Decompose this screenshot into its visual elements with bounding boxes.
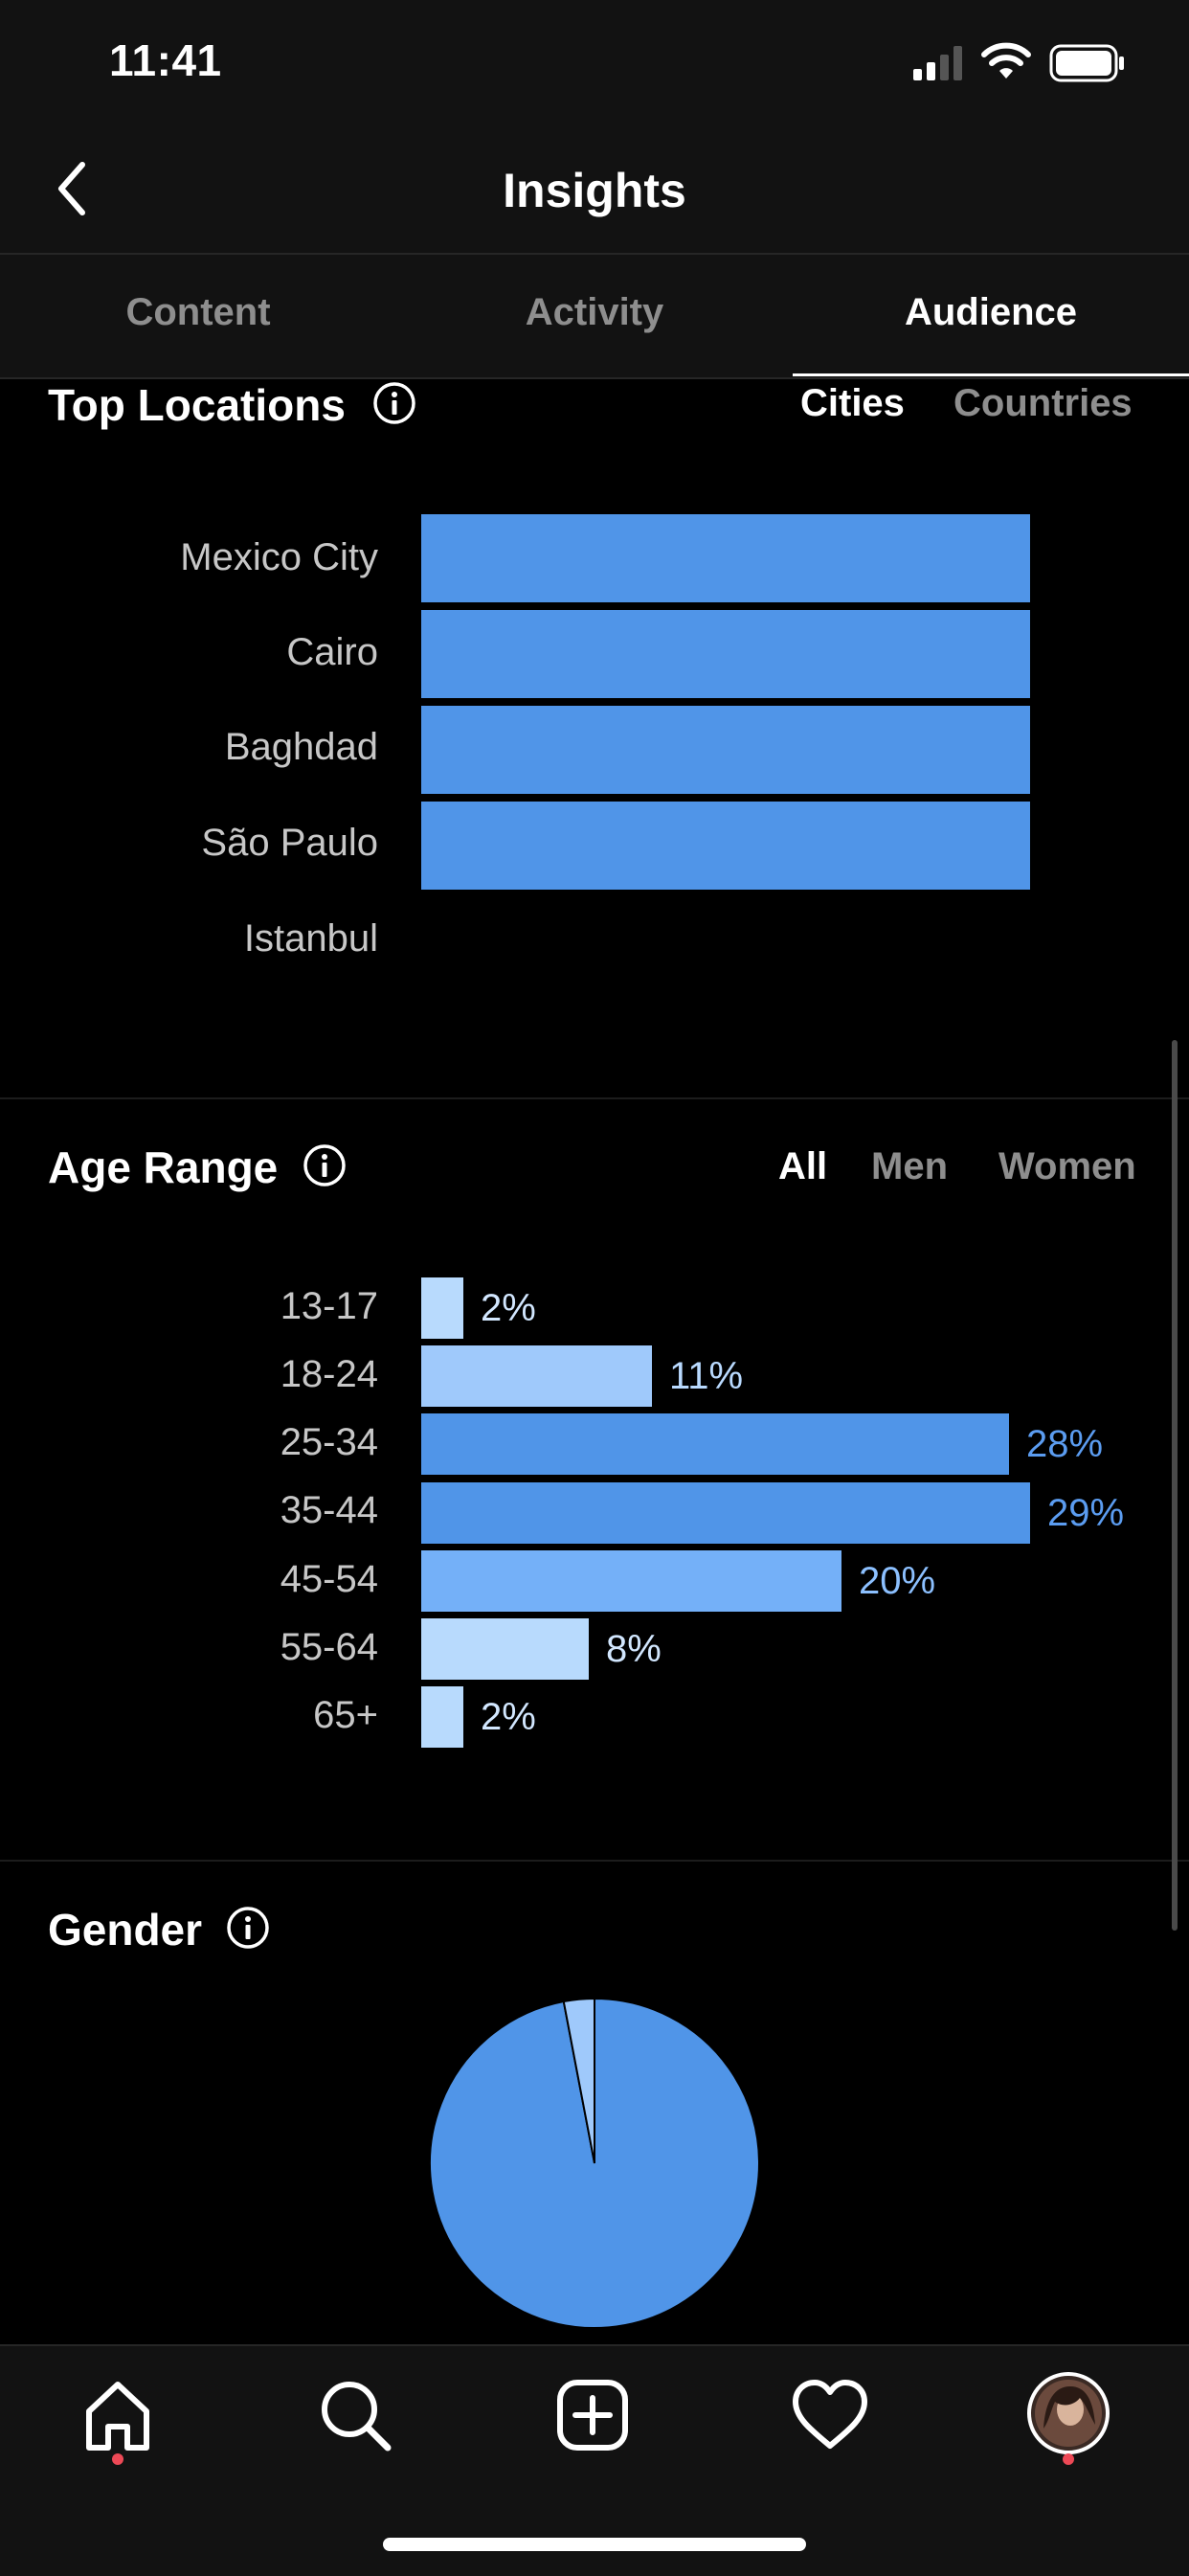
back-chevron-icon[interactable] bbox=[48, 155, 105, 222]
age-value-label: 20% bbox=[859, 1560, 936, 1602]
city-bar bbox=[421, 802, 1030, 890]
age-value-label: 8% bbox=[606, 1628, 662, 1670]
age-value-label: 2% bbox=[481, 1287, 536, 1329]
age-label: 45-54 bbox=[280, 1558, 378, 1600]
filter-countries[interactable]: Countries bbox=[953, 382, 1133, 424]
status-time: 11:41 bbox=[109, 35, 222, 85]
notification-dot bbox=[112, 2453, 123, 2465]
age-bar bbox=[421, 1618, 589, 1680]
tab-activity[interactable]: Activity bbox=[525, 291, 664, 333]
wifi-icon bbox=[981, 42, 1031, 79]
heart-icon[interactable] bbox=[790, 2375, 870, 2455]
filter-women[interactable]: Women bbox=[998, 1145, 1136, 1187]
age-value-label: 11% bbox=[669, 1355, 744, 1397]
nav-header: Insights bbox=[0, 126, 1189, 255]
tab-active-indicator bbox=[793, 373, 1189, 376]
profile-avatar[interactable] bbox=[1026, 2371, 1110, 2455]
home-icon[interactable] bbox=[78, 2375, 158, 2455]
tab-content[interactable]: Content bbox=[125, 291, 271, 333]
section-divider bbox=[0, 1097, 1189, 1099]
filter-all[interactable]: All bbox=[778, 1145, 828, 1187]
tab-bar-top: Content Activity Audience bbox=[0, 255, 1189, 379]
city-label: São Paulo bbox=[201, 822, 378, 864]
city-label: Cairo bbox=[286, 631, 378, 673]
cellular-signal-icon bbox=[913, 46, 962, 80]
section-divider bbox=[0, 1860, 1189, 1862]
age-range-title: Age Range bbox=[48, 1142, 279, 1192]
page-title: Insights bbox=[503, 164, 686, 217]
age-label: 35-44 bbox=[280, 1489, 378, 1531]
age-bar bbox=[421, 1277, 463, 1339]
age-value-label: 2% bbox=[481, 1696, 536, 1738]
search-icon[interactable] bbox=[315, 2375, 395, 2455]
battery-icon bbox=[1049, 44, 1124, 82]
pie-slice bbox=[429, 1997, 760, 2329]
status-bar: 11:41 bbox=[0, 0, 1189, 126]
city-bar bbox=[421, 610, 1030, 698]
notification-dot bbox=[1063, 2453, 1074, 2465]
pie-slice bbox=[562, 1997, 595, 2164]
bottom-tab-bar bbox=[0, 2344, 1189, 2576]
age-label: 18-24 bbox=[280, 1353, 378, 1395]
age-label: 55-64 bbox=[280, 1626, 378, 1668]
top-locations-title: Top Locations bbox=[48, 380, 346, 430]
home-indicator bbox=[383, 2538, 806, 2551]
city-bar bbox=[421, 706, 1030, 794]
city-label: Mexico City bbox=[180, 536, 378, 578]
gender-title: Gender bbox=[48, 1905, 203, 1955]
age-label: 13-17 bbox=[280, 1285, 378, 1327]
info-icon[interactable] bbox=[303, 1143, 347, 1187]
info-icon[interactable] bbox=[226, 1906, 270, 1950]
age-value-label: 28% bbox=[1026, 1423, 1104, 1465]
gender-pie-chart bbox=[429, 1997, 760, 2329]
city-label: Baghdad bbox=[224, 726, 378, 768]
age-bar bbox=[421, 1482, 1030, 1544]
add-post-icon[interactable] bbox=[552, 2375, 633, 2455]
age-value-label: 29% bbox=[1047, 1492, 1125, 1534]
city-bar bbox=[421, 514, 1030, 602]
tab-audience[interactable]: Audience bbox=[904, 291, 1078, 333]
filter-cities[interactable]: Cities bbox=[800, 382, 905, 424]
age-bar bbox=[421, 1686, 463, 1748]
age-bar bbox=[421, 1550, 841, 1612]
age-bar bbox=[421, 1345, 652, 1407]
age-bar bbox=[421, 1413, 1009, 1475]
info-icon[interactable] bbox=[372, 381, 416, 425]
filter-men[interactable]: Men bbox=[871, 1145, 948, 1187]
city-label: Istanbul bbox=[243, 917, 378, 960]
age-label: 65+ bbox=[313, 1694, 378, 1736]
age-label: 25-34 bbox=[280, 1421, 378, 1463]
scrollbar[interactable] bbox=[1172, 1040, 1178, 1931]
